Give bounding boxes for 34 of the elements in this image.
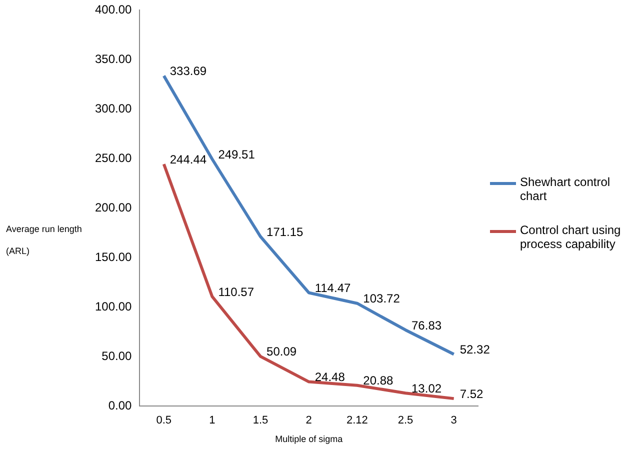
y-tick-label: 150.00	[95, 250, 132, 264]
data-label: 20.88	[363, 374, 394, 388]
data-label: 249.51	[218, 147, 256, 162]
data-label: 171.15	[266, 224, 304, 239]
data-label: 103.72	[363, 292, 400, 306]
data-label: 333.69	[170, 64, 207, 78]
y-tick-label: 50.00	[102, 348, 132, 363]
data-label: 13.02	[412, 381, 442, 396]
data-label: 76.83	[412, 318, 442, 332]
x-tick-label: 1.5	[252, 414, 268, 427]
y-tick-label: 100.00	[95, 299, 132, 314]
y-tick-label: 400.00	[95, 2, 132, 17]
y-tick-label: 350.00	[95, 52, 132, 66]
y-tick-label: 0.00	[108, 398, 132, 412]
data-label: 110.57	[218, 284, 254, 299]
x-tick-label: 3	[450, 414, 457, 427]
y-tick-label: 300.00	[95, 101, 132, 116]
data-label: 7.52	[460, 386, 484, 401]
text: Average run length (ARL)	[6, 224, 82, 256]
data-label: 244.44	[170, 152, 207, 166]
y-tick-label: 200.00	[95, 200, 132, 214]
y-tick-label: 250.00	[95, 150, 132, 165]
x-axis-title: Multiple of sigma	[275, 434, 343, 444]
legend-label: Shewhart control chart	[520, 175, 612, 203]
x-tick-label: 1	[209, 414, 216, 427]
data-label: 114.47	[314, 281, 351, 296]
x-tick-label: 2.5	[398, 414, 414, 427]
x-tick-label: 0.5	[156, 414, 172, 427]
data-label: 50.09	[266, 344, 297, 359]
data-label: 24.48	[314, 370, 346, 384]
legend-label: Control chart using process capability	[520, 223, 622, 251]
data-label: 52.32	[460, 342, 490, 357]
x-tick-label: 2.12	[346, 414, 368, 427]
x-tick-label: 2	[306, 414, 312, 427]
